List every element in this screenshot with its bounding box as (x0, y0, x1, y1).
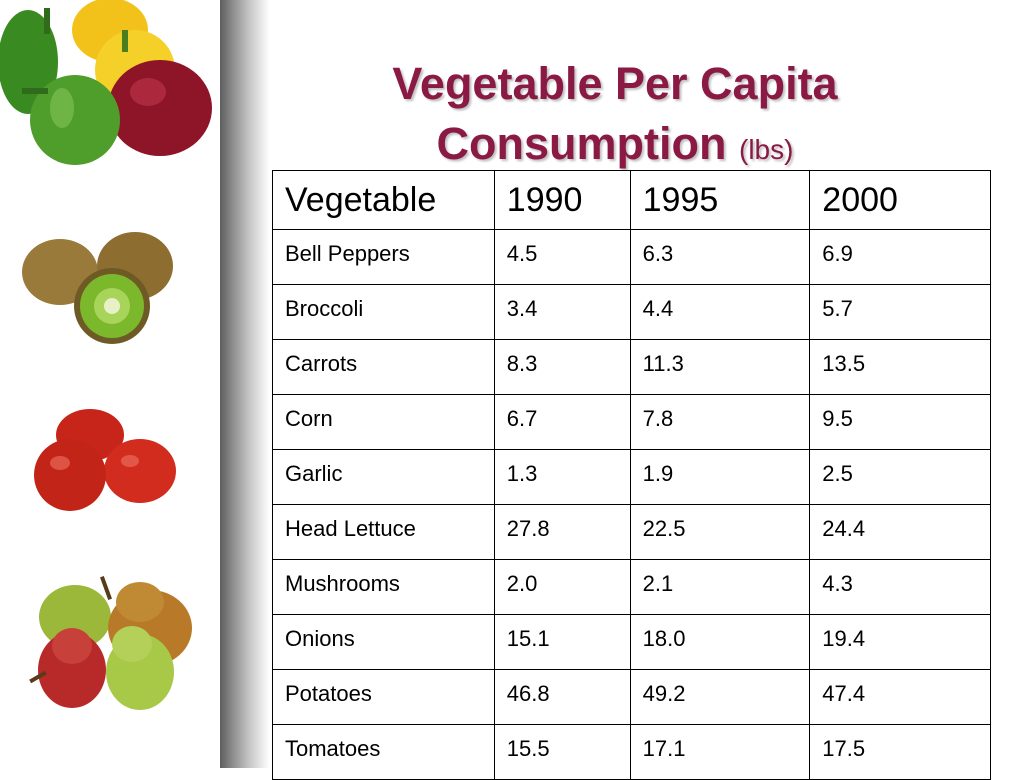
table-row: Broccoli 3.4 4.4 5.7 (272, 284, 991, 340)
table-row: Bell Peppers 4.5 6.3 6.9 (272, 229, 991, 285)
value-2000-cell: 19.4 (809, 614, 991, 670)
value-1995-cell: 18.0 (629, 614, 811, 670)
value-1995-cell: 49.2 (629, 669, 811, 725)
value-1995-cell: 17.1 (629, 724, 811, 780)
vegetable-cell: Tomatoes (272, 724, 495, 780)
table-row: Onions 15.1 18.0 19.4 (272, 614, 991, 670)
consumption-table: Vegetable 1990 1995 2000 Bell Peppers 4.5… (272, 170, 991, 780)
value-1990-cell: 15.5 (493, 724, 631, 780)
vegetable-cell: Mushrooms (272, 559, 495, 615)
value-1995-cell: 4.4 (629, 284, 811, 340)
value-2000-cell: 2.5 (809, 449, 991, 505)
value-1990-cell: 8.3 (493, 339, 631, 395)
value-1995-cell: 6.3 (629, 229, 811, 285)
kiwis-photo (0, 222, 214, 362)
pears-photo (0, 562, 214, 722)
table-row: Potatoes 46.8 49.2 47.4 (272, 669, 991, 725)
gradient-side-bar (220, 0, 270, 768)
bell-peppers-photo (0, 0, 214, 172)
value-1990-cell: 46.8 (493, 669, 631, 725)
value-1990-cell: 15.1 (493, 614, 631, 670)
table-header-row: Vegetable 1990 1995 2000 (272, 170, 991, 230)
value-2000-cell: 4.3 (809, 559, 991, 615)
tomatoes-photo (0, 405, 214, 520)
vegetable-cell: Onions (272, 614, 495, 670)
vegetable-cell: Potatoes (272, 669, 495, 725)
value-1995-cell: 2.1 (629, 559, 811, 615)
title-main: Vegetable Per Capita Consumption (392, 58, 838, 169)
vegetable-cell: Garlic (272, 449, 495, 505)
vegetable-cell: Corn (272, 394, 495, 450)
value-1995-cell: 7.8 (629, 394, 811, 450)
table-row: Mushrooms 2.0 2.1 4.3 (272, 559, 991, 615)
value-1990-cell: 27.8 (493, 504, 631, 560)
value-1995-cell: 11.3 (629, 339, 811, 395)
table-row: Garlic 1.3 1.9 2.5 (272, 449, 991, 505)
value-2000-cell: 9.5 (809, 394, 991, 450)
value-2000-cell: 6.9 (809, 229, 991, 285)
table-row: Head Lettuce 27.8 22.5 24.4 (272, 504, 991, 560)
header-2000: 2000 (809, 170, 991, 230)
header-1995: 1995 (629, 170, 811, 230)
table-row: Tomatoes 15.5 17.1 17.5 (272, 724, 991, 780)
value-1990-cell: 2.0 (493, 559, 631, 615)
value-2000-cell: 13.5 (809, 339, 991, 395)
vegetable-cell: Head Lettuce (272, 504, 495, 560)
vegetable-cell: Bell Peppers (272, 229, 495, 285)
title-unit: (lbs) (739, 134, 794, 165)
value-2000-cell: 24.4 (809, 504, 991, 560)
value-2000-cell: 5.7 (809, 284, 991, 340)
value-2000-cell: 47.4 (809, 669, 991, 725)
value-1990-cell: 6.7 (493, 394, 631, 450)
value-2000-cell: 17.5 (809, 724, 991, 780)
photo-strip (0, 0, 214, 768)
header-vegetable: Vegetable (272, 170, 495, 230)
vegetable-cell: Broccoli (272, 284, 495, 340)
page-title: Vegetable Per Capita Consumption (lbs) (270, 54, 960, 180)
value-1990-cell: 1.3 (493, 449, 631, 505)
header-1990: 1990 (493, 170, 631, 230)
table-body: Bell Peppers 4.5 6.3 6.9 Broccoli 3.4 4.4 5.7 Ca… (272, 229, 991, 780)
value-1990-cell: 4.5 (493, 229, 631, 285)
value-1995-cell: 22.5 (629, 504, 811, 560)
value-1995-cell: 1.9 (629, 449, 811, 505)
table-row: Corn 6.7 7.8 9.5 (272, 394, 991, 450)
vegetable-cell: Carrots (272, 339, 495, 395)
value-1990-cell: 3.4 (493, 284, 631, 340)
table-row: Carrots 8.3 11.3 13.5 (272, 339, 991, 395)
